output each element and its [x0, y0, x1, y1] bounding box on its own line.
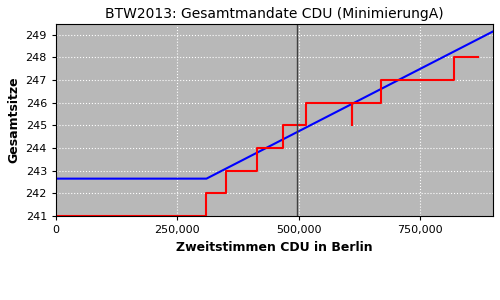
Sitze real [202, 192, 208, 195]
Sitze real [451, 56, 457, 59]
Sitze ideal [204, 177, 210, 180]
Sitze ideal [53, 177, 59, 180]
Sitze real [303, 124, 309, 127]
Sitze real [280, 146, 286, 150]
Sitze real [202, 214, 208, 218]
Sitze real [378, 78, 384, 82]
Y-axis label: Gesamtsitze: Gesamtsitze [7, 76, 20, 163]
Sitze real [280, 124, 286, 127]
Sitze real [349, 124, 355, 127]
Sitze real [349, 101, 355, 105]
Sitze real [223, 169, 229, 172]
Sitze real [53, 214, 59, 218]
Sitze real [349, 124, 355, 127]
Sitze real [476, 56, 482, 59]
Sitze ideal [490, 30, 496, 33]
Sitze real [349, 101, 355, 105]
Sitze real [451, 78, 457, 82]
Sitze real [303, 101, 309, 105]
Sitze real [378, 101, 384, 105]
X-axis label: Zweitstimmen CDU in Berlin: Zweitstimmen CDU in Berlin [176, 241, 373, 254]
Sitze real [254, 146, 260, 150]
Sitze real [254, 169, 260, 172]
Line: Sitze real: Sitze real [56, 58, 478, 216]
Sitze real [223, 192, 229, 195]
Line: Sitze ideal: Sitze ideal [56, 32, 493, 178]
Title: BTW2013: Gesamtmandate CDU (MinimierungA): BTW2013: Gesamtmandate CDU (MinimierungA… [105, 7, 444, 21]
